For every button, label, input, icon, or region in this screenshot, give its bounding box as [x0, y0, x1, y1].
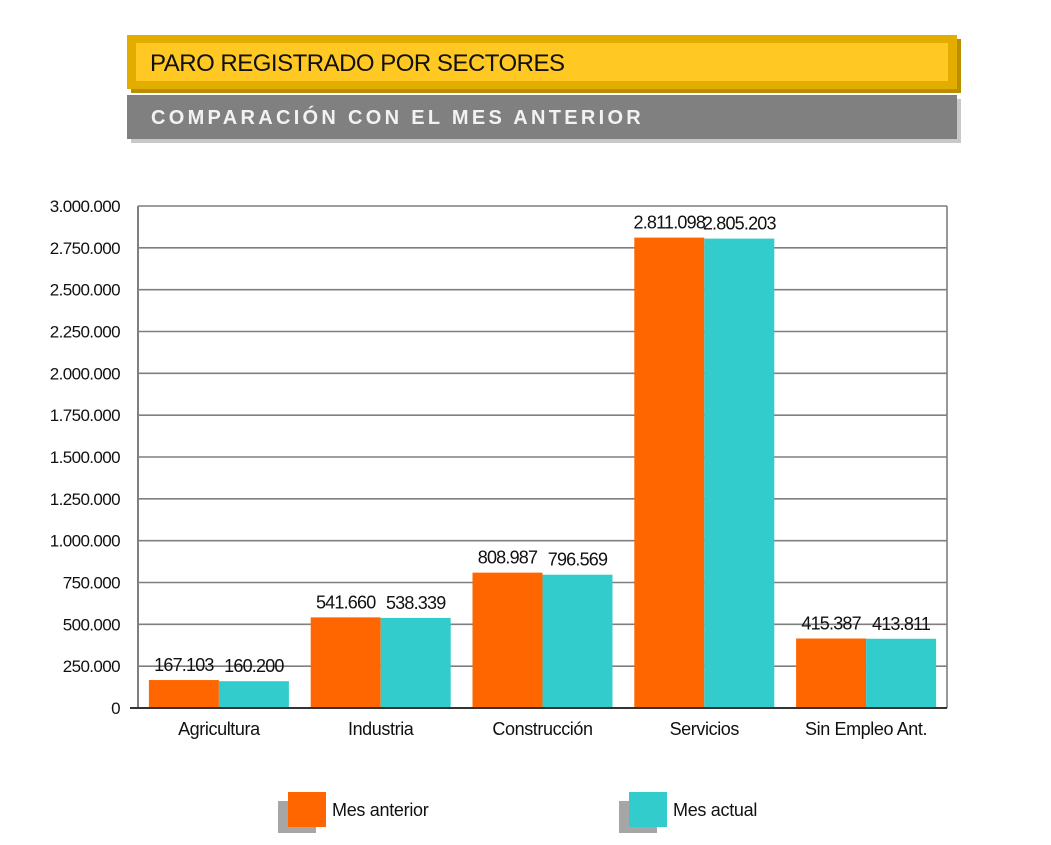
y-tick-label: 2.750.000 [50, 239, 120, 258]
y-tick-label: 1.000.000 [50, 532, 120, 551]
bar-mes-actual [380, 617, 451, 708]
bar-mes-anterior [634, 237, 705, 708]
x-tick-label: Sin Empleo Ant. [805, 719, 927, 739]
bar-mes-actual [704, 238, 775, 708]
x-tick-label: Construcción [492, 719, 592, 739]
data-label: 538.339 [386, 593, 446, 613]
x-tick-label: Servicios [670, 719, 740, 739]
data-label: 796.569 [548, 550, 608, 570]
y-tick-label: 1.500.000 [50, 448, 120, 467]
bar-mes-anterior [796, 638, 867, 708]
y-tick-label: 3.000.000 [50, 197, 120, 216]
y-tick-label: 750.000 [63, 574, 120, 593]
y-tick-label: 1.750.000 [50, 406, 120, 425]
data-label: 2.805.203 [703, 214, 777, 234]
axes: 0 250.000 500.000 750.000 1.000.000 1.250.000… [50, 197, 948, 739]
x-tick-label: Industria [348, 719, 415, 739]
y-tick-label: 0 [111, 699, 120, 718]
y-tick-label: 500.000 [63, 615, 120, 634]
bar-mes-anterior [148, 680, 219, 708]
subtitle-banner [127, 95, 957, 139]
bar-mes-actual [542, 574, 613, 708]
bar-mes-actual [866, 638, 937, 708]
legend-swatch-mes-anterior [288, 792, 326, 827]
y-tick-label: 2.000.000 [50, 364, 120, 383]
chart-subtitle: COMPARACIÓN CON EL MES ANTERIOR [151, 107, 645, 129]
bars [148, 237, 937, 708]
title-banner-inner [136, 43, 948, 81]
legend-label-mes-actual: Mes actual [673, 800, 758, 820]
data-label: 415.387 [801, 613, 861, 633]
bar-mes-anterior [310, 617, 381, 708]
data-label: 541.660 [316, 592, 376, 612]
legend-label-mes-anterior: Mes anterior [332, 800, 429, 820]
data-label: 2.811.098 [634, 213, 706, 233]
data-labels: 167.103 160.200 541.660 538.339 808.987 796.5… [154, 213, 932, 677]
data-label: 808.987 [478, 548, 538, 568]
data-label: 160.200 [224, 656, 284, 676]
bar-mes-actual [218, 681, 289, 708]
data-label: 167.103 [154, 655, 214, 675]
chart-title: PARO REGISTRADO POR SECTORES [150, 50, 565, 77]
legend-swatch-mes-actual [629, 792, 667, 827]
x-tick-label: Agricultura [178, 719, 261, 739]
y-tick-label: 1.250.000 [50, 490, 120, 509]
y-tick-label: 250.000 [63, 657, 120, 676]
bar-mes-anterior [472, 572, 543, 708]
y-tick-label: 2.500.000 [50, 281, 120, 300]
data-label: 413.811 [872, 614, 931, 634]
y-tick-label: 2.250.000 [50, 323, 120, 342]
